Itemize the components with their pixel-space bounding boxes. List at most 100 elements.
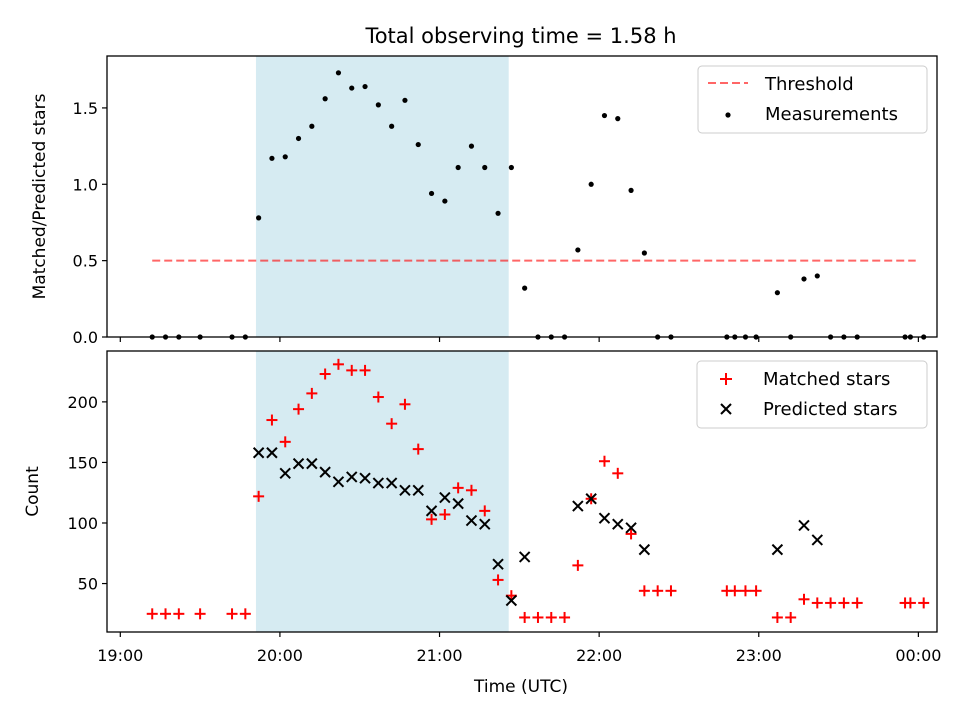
predicted-star-marker <box>292 457 305 470</box>
matched-star-marker <box>492 574 504 586</box>
predicted-star-marker <box>518 551 531 563</box>
matched-star-marker <box>750 585 762 597</box>
predicted-star-marker <box>266 447 278 459</box>
measurement-point <box>615 116 621 122</box>
measurement-point <box>522 285 528 291</box>
matched-star-marker <box>452 482 464 494</box>
measurement-point <box>588 181 594 187</box>
predicted-legend-swatch <box>720 403 732 415</box>
predicted-star-marker <box>359 472 371 484</box>
matched-star-markers <box>146 358 930 623</box>
matched-star-marker <box>612 467 624 479</box>
ratio-legend: Threshold Measurements <box>697 65 928 134</box>
predicted-star-marker <box>319 466 331 478</box>
predicted-star-marker <box>465 514 478 527</box>
matched-star-marker <box>851 597 863 609</box>
count-axes-frame <box>106 350 938 633</box>
measurement-point <box>322 96 328 102</box>
predicted-star-marker <box>505 594 518 607</box>
measurement-point <box>508 164 514 171</box>
predicted-star-marker <box>346 471 358 483</box>
measurement-point <box>774 290 780 296</box>
count-legend: Matched stars Predicted stars <box>696 360 928 429</box>
matched-star-marker <box>652 585 664 597</box>
predicted-star-marker <box>572 500 584 512</box>
threshold-legend-label: Threshold <box>764 74 854 95</box>
matched-star-marker <box>532 611 544 623</box>
measurement-point <box>269 155 275 161</box>
measurement-point <box>309 123 315 129</box>
matched-star-marker <box>386 418 398 430</box>
predicted-legend-label: Predicted stars <box>763 399 897 420</box>
predicted-star-marker <box>399 484 411 496</box>
measurement-point <box>402 97 408 103</box>
predicted-star-marker <box>372 477 385 489</box>
matched-star-marker <box>426 513 438 525</box>
observing-window-span <box>255 56 509 337</box>
matched-star-marker <box>439 509 451 521</box>
predicted-star-marker <box>798 519 810 532</box>
x-tick-label: 23:00 <box>736 646 782 665</box>
matched-star-marker <box>625 528 637 540</box>
matched-star-marker <box>598 455 610 467</box>
matched-star-marker <box>173 608 185 620</box>
count-x-ticks: 19:00 20:00 21:00 22:00 23:00 00:00 <box>97 632 941 665</box>
matched-star-marker <box>545 611 557 623</box>
matched-star-marker <box>771 611 783 623</box>
measurement-point <box>389 123 395 129</box>
predicted-star-marker <box>612 518 624 530</box>
matched-star-marker <box>739 585 751 597</box>
ratio-y-tick-label: 0.0 <box>73 328 98 347</box>
measurement-point <box>455 164 461 171</box>
matched-star-marker <box>359 364 371 376</box>
measurement-point <box>601 112 608 119</box>
matched-star-marker <box>665 585 677 597</box>
count-panel: 50 100 150 200 19:00 20:00 21:00 22:00 23:00 00:… <box>23 350 941 697</box>
count-y-axis-label: Count <box>23 466 43 517</box>
ratio-y-tick-label: 0.5 <box>73 252 98 271</box>
measurement-point <box>428 190 435 197</box>
measurement-point <box>575 247 581 253</box>
measurement-point <box>375 102 381 108</box>
predicted-star-marker <box>332 476 345 488</box>
chart-title: Total observing time = 1.58 h <box>364 24 676 48</box>
measurements-legend-swatch <box>725 112 731 118</box>
predicted-star-markers <box>252 447 823 607</box>
matched-star-marker <box>160 608 172 620</box>
measurement-point <box>442 198 448 204</box>
matched-star-marker <box>729 585 741 597</box>
matched-star-marker <box>785 611 797 623</box>
measurement-point <box>362 83 368 90</box>
predicted-star-marker <box>492 558 504 570</box>
x-tick-label: 20:00 <box>257 646 303 665</box>
matched-star-marker <box>918 597 930 609</box>
matched-star-marker <box>293 403 305 415</box>
measurements-legend-label: Measurements <box>765 104 898 125</box>
matched-star-marker <box>306 387 318 399</box>
ratio-panel: 0.0 0.5 1.0 1.5 Matched/Predicted stars Thr… <box>30 55 938 347</box>
matched-star-marker <box>146 608 158 620</box>
matched-star-marker <box>253 490 265 502</box>
ratio-legend-box <box>697 65 928 134</box>
measurement-point <box>415 141 421 148</box>
matched-star-marker <box>904 597 916 609</box>
predicted-star-marker <box>385 477 398 489</box>
matched-star-marker <box>226 608 238 620</box>
measurement-point <box>495 210 501 216</box>
ratio-x-ticks <box>119 337 919 342</box>
ratio-axes-frame <box>106 55 938 338</box>
predicted-star-marker <box>279 467 291 480</box>
matched-star-marker <box>798 593 810 605</box>
measurement-point <box>468 143 475 149</box>
matched-star-marker <box>572 559 584 571</box>
count-y-tick-label: 100 <box>67 514 98 533</box>
matched-star-marker <box>519 611 531 623</box>
predicted-star-marker <box>452 497 464 510</box>
matched-star-marker <box>332 358 344 370</box>
measurement-point <box>641 250 647 256</box>
predicted-star-marker <box>811 534 823 546</box>
matched-star-marker <box>825 597 837 609</box>
ratio-y-tick-label: 1.5 <box>73 99 98 118</box>
measurement-point <box>256 215 262 221</box>
